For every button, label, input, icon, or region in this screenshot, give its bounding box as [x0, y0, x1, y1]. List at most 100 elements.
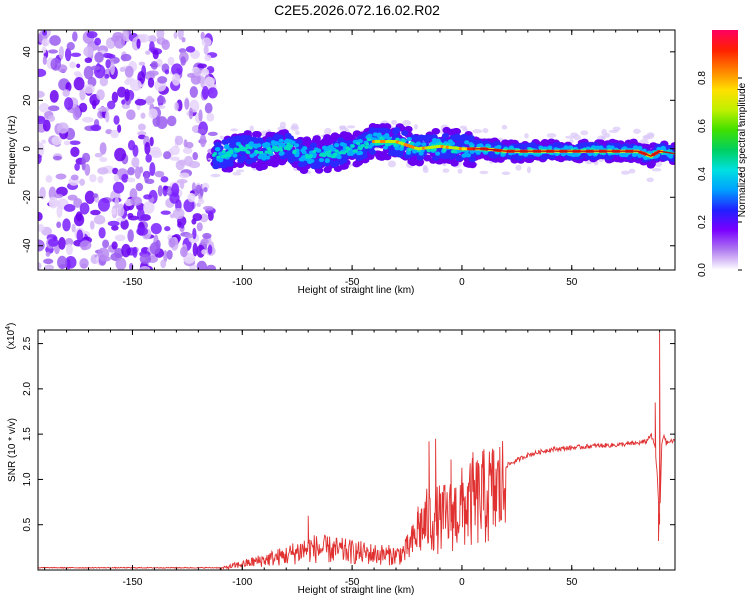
spectrogram-signal-blob [319, 152, 324, 156]
spectrogram-signal-blob [556, 155, 566, 163]
spectrogram-signal-blob [435, 138, 441, 143]
spectrogram-signal-blob [346, 151, 353, 156]
spectrogram-noise-blob [138, 61, 146, 66]
spectrogram-noise-blob [48, 49, 59, 54]
spectrogram-noise-blob [86, 31, 98, 39]
spectrogram-noise-blob [189, 86, 199, 98]
spectrogram-signal-blob [328, 144, 334, 149]
spectrogram-noise-blob [174, 135, 184, 146]
spectrogram-signal-blob [432, 155, 440, 161]
spectrogram-noise-blob [58, 236, 66, 250]
spectrogram-noise-blob [79, 178, 85, 186]
colorbar-label: Normalized spectral amplitude [737, 82, 748, 217]
spectrogram-noise-blob [82, 116, 94, 123]
spectrogram-noise-blob [171, 63, 183, 76]
spectrogram-haze-blob [344, 127, 349, 133]
spectrogram-noise-blob [117, 203, 125, 217]
spectrogram-haze-blob [324, 127, 332, 135]
spectrogram-noise-blob [163, 185, 169, 190]
spectrogram-noise-blob [102, 239, 110, 249]
spectrogram-noise-blob [207, 244, 213, 255]
spectrogram-signal-blob [367, 138, 372, 142]
spectrogram-signal-blob [299, 167, 309, 175]
spectrogram-noise-blob [102, 52, 113, 59]
spectrogram-signal-blob [221, 139, 229, 146]
spectrogram-noise-blob [66, 42, 75, 51]
spectrogram-noise-blob [122, 30, 129, 42]
spectrogram-noise-blob [69, 140, 81, 146]
spectrogram-noise-blob [180, 56, 186, 66]
spectrogram-noise-blob [197, 129, 207, 134]
spectrogram-noise-blob [164, 69, 170, 75]
spectrogram-signal-blob [240, 148, 245, 152]
spectrogram-noise-blob [89, 220, 95, 230]
spectrogram-haze-blob [580, 130, 589, 136]
spectrogram-noise-blob [177, 30, 184, 40]
spectrogram-signal-blob [233, 147, 238, 151]
spectrogram-noise-blob [184, 98, 190, 110]
spectrogram-noise-blob [48, 196, 59, 209]
spectrogram-noise-blob [115, 257, 127, 270]
spectrogram-signal-blob [268, 151, 273, 155]
spectrogram-noise-blob [136, 38, 141, 49]
spectrogram-haze-blob [230, 128, 238, 132]
spectrogram-noise-blob [84, 57, 93, 64]
spectrogram-noise-blob [79, 240, 92, 251]
spectrogram-signal-blob [356, 151, 362, 156]
spectrogram-signal-blob [242, 148, 247, 152]
snr-frame [37, 329, 676, 571]
spectrogram-signal-blob [364, 145, 369, 149]
spectrogram-noise-blob [144, 71, 156, 80]
spectrogram-signal-blob [337, 137, 345, 143]
spectrogram-noise-blob [143, 201, 155, 214]
spectrogram-signal-blob [375, 153, 385, 161]
spectrogram-noise-blob [41, 139, 47, 144]
spectrogram-signal-blob [454, 136, 462, 142]
spectrogram-noise-blob [145, 95, 154, 106]
spectrogram-noise-blob [114, 196, 120, 209]
spectrogram-signal-blob [393, 126, 401, 133]
spectrogram-signal-blob [539, 154, 547, 160]
spectrogram-signal-blob [338, 151, 343, 155]
spectrogram-noise-blob [62, 218, 71, 232]
spectrogram-signal-blob [384, 143, 389, 147]
spectrogram-signal-blob [284, 138, 290, 143]
spectrogram-noise-blob [179, 172, 190, 179]
spectrogram-signal-blob [256, 143, 262, 148]
spectrogram-noise-blob [120, 53, 132, 62]
spectrogram-signal-blob [631, 152, 638, 158]
spectrogram-noise-blob [184, 233, 194, 239]
spectrogram-signal-blob [323, 134, 332, 141]
spectrogram-y-axis-label: Frequency (Hz) [7, 116, 18, 185]
spectrogram-signal-blob [464, 161, 474, 168]
spectrogram-noise-blob [176, 179, 188, 184]
spectrogram-signal-blob [277, 148, 282, 152]
spectrogram-signal-blob [598, 145, 604, 150]
spectrogram-signal-blob [229, 151, 234, 155]
spectrogram-noise-blob [97, 176, 104, 184]
spectrogram-noise-blob [126, 109, 136, 121]
spectrogram-noise-blob [45, 251, 51, 257]
spectrogram-noise-blob [207, 87, 218, 99]
spectrogram-signal-blob [560, 152, 566, 157]
spectrogram-haze-blob [232, 171, 242, 176]
spectrogram-noise-blob [111, 35, 120, 42]
spectrogram-noise-blob [76, 63, 81, 69]
spectrogram-signal-blob [431, 127, 441, 135]
spectrogram-noise-blob [158, 104, 166, 110]
spectrogram-noise-blob [38, 153, 42, 165]
spectrogram-signal-blob [418, 151, 424, 156]
spectrogram-noise-blob [192, 227, 197, 240]
spectrogram-noise-blob [39, 186, 46, 200]
spectrogram-ridge-line [472, 148, 675, 157]
spectrogram-signal-blob [251, 130, 261, 138]
spectrogram-haze-blob [413, 124, 418, 130]
spectrogram-signal-blob [358, 146, 363, 150]
snr-x-tick-label: -150 [122, 577, 142, 588]
spectrogram-signal-blob [298, 157, 304, 162]
spectrogram-haze-blob [338, 125, 347, 130]
spectrogram-noise-blob [200, 238, 209, 245]
spectrogram-noise-blob [74, 162, 80, 171]
spectrogram-noise-blob [145, 153, 152, 163]
spectrogram-noise-blob [157, 76, 168, 84]
